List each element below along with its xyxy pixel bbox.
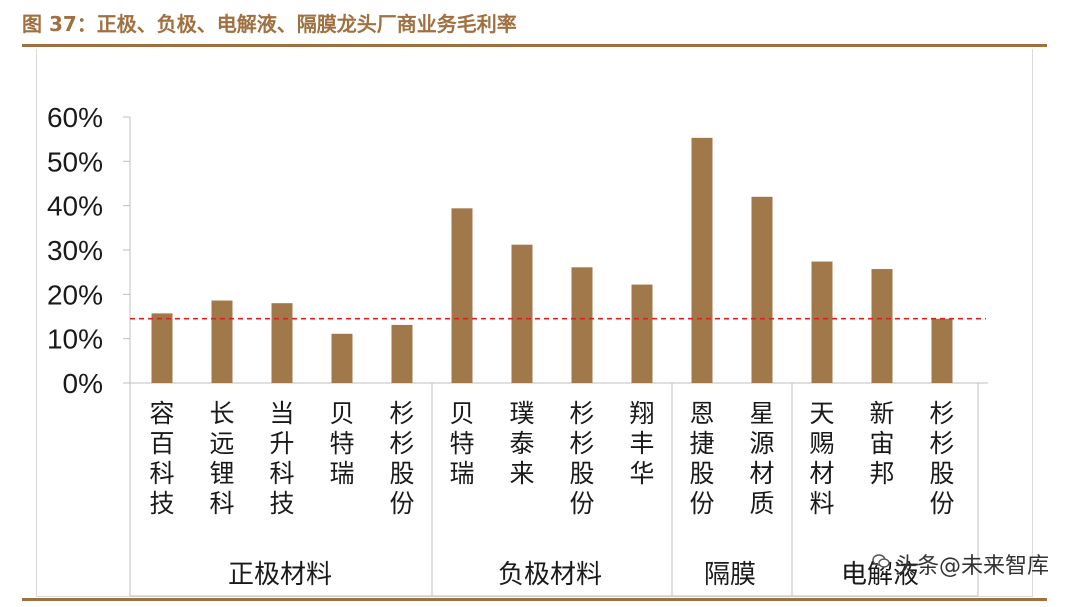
category-label: 天赐材料 xyxy=(809,399,834,518)
group-label: 隔膜 xyxy=(704,560,756,590)
category-label: 杉杉股份 xyxy=(569,399,594,518)
category-label: 容百科技 xyxy=(149,399,174,518)
y-tick-label: 20% xyxy=(47,279,103,310)
category-label: 贝特瑞 xyxy=(329,399,354,488)
bar xyxy=(751,196,773,383)
category-label: 杉杉股份 xyxy=(389,399,414,518)
bar xyxy=(571,267,593,383)
bottom-rule xyxy=(22,598,1047,601)
bar xyxy=(931,318,953,383)
title-bar: 图 37：正极、负极、电解液、隔膜龙头厂商业务毛利率 xyxy=(22,8,1047,44)
bar xyxy=(631,284,653,383)
y-tick-label: 10% xyxy=(47,324,103,355)
y-tick-label: 30% xyxy=(47,235,103,266)
category-label: 璞泰来 xyxy=(509,399,534,488)
watermark-text: 头条@未来智库 xyxy=(895,554,1050,579)
category-label: 新宙邦 xyxy=(869,399,894,488)
bar xyxy=(451,208,473,383)
top-rule xyxy=(22,44,1047,47)
category-label: 恩捷股份 xyxy=(689,399,714,518)
category-label: 当升科技 xyxy=(269,399,294,518)
bar xyxy=(511,244,533,383)
y-tick-label: 60% xyxy=(47,102,103,133)
bar xyxy=(151,313,173,383)
bar xyxy=(691,137,713,383)
bar xyxy=(871,269,893,383)
bar xyxy=(331,333,353,383)
bar xyxy=(211,300,233,383)
category-label: 杉杉股份 xyxy=(929,399,954,518)
wechat-bubble-icon xyxy=(872,554,890,568)
y-tick-label: 40% xyxy=(47,191,103,222)
y-tick-label: 50% xyxy=(47,146,103,177)
bar xyxy=(271,303,293,383)
category-label: 贝特瑞 xyxy=(449,399,474,488)
bar xyxy=(391,324,413,383)
y-tick-label: 0% xyxy=(63,368,103,399)
group-label: 正极材料 xyxy=(228,560,332,590)
category-label: 星源材质 xyxy=(749,399,774,518)
category-label: 翔丰华 xyxy=(629,399,654,488)
bar xyxy=(811,261,833,383)
page-title: 图 37：正极、负极、电解液、隔膜龙头厂商业务毛利率 xyxy=(22,12,517,36)
group-label: 负极材料 xyxy=(498,560,602,590)
category-label: 长远锂科 xyxy=(209,399,234,518)
